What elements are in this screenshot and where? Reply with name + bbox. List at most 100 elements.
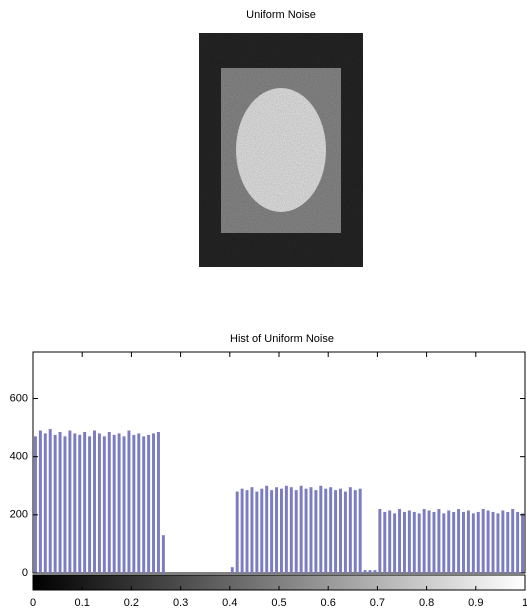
bar (280, 489, 283, 573)
x-tick-label: 0.8 (419, 597, 434, 609)
x-tick-label: 0.9 (468, 597, 483, 609)
bar (295, 490, 298, 573)
bar (472, 513, 475, 573)
bar (83, 432, 86, 573)
y-tick-label: 200 (10, 509, 28, 521)
bar (457, 509, 460, 573)
bar (137, 433, 140, 573)
bar (241, 489, 244, 573)
bar (64, 436, 67, 573)
bar (127, 431, 130, 573)
bar (334, 490, 337, 573)
bar (270, 490, 273, 573)
bar (59, 432, 62, 573)
bar (147, 435, 150, 573)
bar (393, 513, 396, 573)
x-tick-label: 1 (522, 597, 527, 609)
bar (113, 435, 116, 573)
bar (516, 512, 519, 573)
bar (408, 510, 411, 573)
y-tick-label: 600 (10, 392, 28, 404)
bar (521, 513, 524, 573)
bar (383, 512, 386, 573)
bar (433, 512, 436, 573)
bar (118, 433, 121, 573)
bar (310, 487, 313, 573)
bar (501, 510, 504, 573)
bar (378, 509, 381, 573)
bar (487, 510, 490, 573)
bar (250, 487, 253, 573)
x-tick-label: 0.7 (370, 597, 385, 609)
bar (349, 487, 352, 573)
bar (275, 487, 278, 573)
x-tick-label: 0.1 (75, 597, 90, 609)
x-tick-label: 0.3 (173, 597, 188, 609)
bar (423, 509, 426, 573)
bar (152, 433, 155, 573)
bar (300, 486, 303, 573)
bar (255, 492, 258, 573)
bar (157, 432, 160, 573)
bar (447, 510, 450, 573)
bar (78, 435, 81, 573)
bar (428, 510, 431, 573)
noise-image (199, 33, 363, 267)
bar (467, 510, 470, 573)
bar (142, 436, 145, 573)
bar (506, 512, 509, 573)
y-tick-label: 400 (10, 451, 28, 463)
bar (108, 432, 111, 573)
bar (236, 492, 239, 573)
bar (388, 510, 391, 573)
bar (477, 512, 480, 573)
chart-title: Hist of Uniform Noise (230, 333, 334, 345)
x-tick-label: 0 (30, 597, 36, 609)
bar (403, 512, 406, 573)
bar (39, 431, 42, 573)
x-tick-label: 0.2 (124, 597, 139, 609)
bar (49, 429, 52, 573)
bar (123, 436, 126, 573)
bar (305, 489, 308, 573)
image-title: Uniform Noise (246, 9, 316, 21)
bar (103, 436, 106, 573)
bar (369, 570, 372, 573)
bar (132, 435, 135, 573)
bar (246, 490, 249, 573)
bar (413, 512, 416, 573)
bar (73, 433, 76, 573)
bar (418, 513, 421, 573)
x-tick-label: 0.6 (321, 597, 336, 609)
x-tick-label: 0.4 (222, 597, 237, 609)
bar (324, 489, 327, 573)
bar (319, 486, 322, 573)
page: {"chart_data": [ {"type": "image", "titl… (0, 0, 527, 614)
bar (231, 567, 234, 573)
bar (68, 431, 71, 573)
bar (339, 489, 342, 573)
bar (329, 487, 332, 573)
bar (364, 570, 367, 573)
bar (359, 489, 362, 573)
bar (398, 509, 401, 573)
bar (93, 431, 96, 573)
bar (492, 512, 495, 573)
bar (462, 512, 465, 573)
bar (54, 435, 57, 573)
bar (354, 490, 357, 573)
bar (88, 436, 91, 573)
bar (511, 509, 514, 573)
bar (496, 513, 499, 573)
y-tick-label: 0 (22, 567, 28, 579)
bar (162, 535, 165, 573)
bar (44, 433, 47, 573)
bar (314, 490, 317, 573)
bar (442, 513, 445, 573)
x-tick-label: 0.5 (271, 597, 286, 609)
bar (373, 570, 376, 573)
bar (98, 433, 101, 573)
bar (290, 487, 293, 573)
bar (452, 512, 455, 573)
bar (482, 509, 485, 573)
